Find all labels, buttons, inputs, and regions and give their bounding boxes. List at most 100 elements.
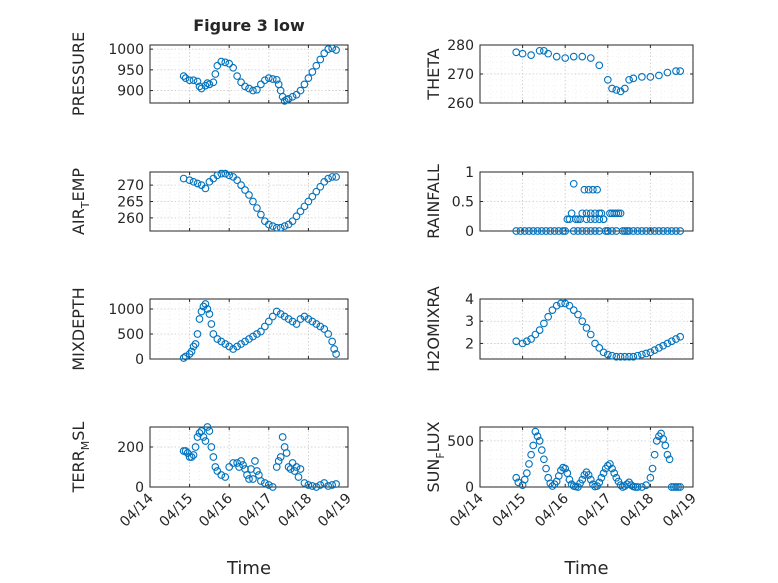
data-point: [241, 186, 249, 194]
data-point: [527, 51, 535, 60]
data-point: [582, 324, 591, 332]
data-point: [225, 171, 234, 180]
data-point: [663, 339, 672, 348]
x-tick-label: 04/17: [236, 491, 276, 531]
data-point: [280, 222, 289, 230]
data-point: [308, 482, 317, 490]
data-point: [603, 227, 612, 235]
data-point: [616, 352, 625, 361]
data-point: [612, 209, 621, 218]
data-point: [576, 479, 584, 488]
data-point: [606, 460, 614, 468]
data-point: [591, 227, 599, 235]
data-point: [646, 348, 655, 357]
data-point: [217, 57, 226, 66]
y-tick-label: 265: [117, 195, 144, 211]
data-point: [179, 354, 188, 362]
x-tick-label: 04/17: [575, 491, 615, 531]
data-point: [512, 227, 521, 235]
data-point: [597, 473, 606, 482]
data-point: [332, 480, 340, 488]
axes-box: [149, 298, 349, 360]
data-point: [237, 181, 245, 189]
data-point: [642, 349, 650, 358]
y-axis-label: TERRMSL: [69, 422, 92, 494]
data-point: [625, 227, 633, 235]
data-point: [595, 215, 604, 224]
y-tick-label: 1: [465, 165, 474, 181]
data-point: [582, 227, 591, 235]
data-point: [582, 215, 591, 224]
data-point: [292, 90, 301, 99]
data-point: [284, 315, 293, 323]
data-point: [608, 464, 616, 473]
data-point: [328, 337, 337, 346]
data-point: [304, 197, 313, 206]
y-tick-label: 0.5: [452, 195, 474, 211]
data-point: [328, 44, 337, 53]
data-point: [257, 80, 265, 89]
data-point: [251, 457, 259, 465]
data-point: [330, 345, 338, 353]
data-point: [332, 173, 340, 181]
data-point: [260, 479, 269, 487]
data-point: [211, 463, 220, 471]
data-point: [296, 465, 305, 473]
data-point: [249, 86, 257, 95]
data-point: [316, 481, 325, 489]
data-point: [191, 443, 200, 451]
data-point: [276, 310, 285, 318]
data-point: [518, 49, 527, 58]
y-axis-label: PRESSURE: [69, 32, 88, 116]
data-point: [616, 209, 625, 218]
data-point: [201, 184, 210, 193]
data-point: [189, 177, 198, 186]
x-tick-label: 04/18: [275, 491, 315, 531]
data-point: [201, 300, 210, 308]
data-point: [672, 335, 680, 343]
data-point: [257, 210, 265, 219]
data-point: [548, 482, 557, 490]
y-tick-label: 4: [465, 292, 474, 308]
data-point: [181, 447, 190, 455]
data-point: [531, 427, 540, 436]
data-point: [603, 75, 612, 84]
data-point: [324, 45, 333, 53]
data-point: [237, 78, 245, 87]
y-tick-label: 950: [117, 63, 144, 79]
data-point: [638, 73, 646, 81]
data-point: [584, 185, 593, 194]
data-point: [586, 215, 595, 224]
data-point: [595, 61, 604, 70]
data-point: [544, 49, 553, 58]
data-point: [241, 337, 249, 346]
x-tick-label: 04/15: [490, 491, 530, 531]
data-point: [571, 215, 580, 224]
data-point: [179, 72, 188, 80]
data-point: [650, 346, 659, 354]
data-point: [620, 227, 629, 235]
x-tick-label: 04/16: [532, 490, 572, 530]
data-point: [324, 330, 333, 338]
data-point: [300, 312, 309, 321]
data-point: [544, 312, 553, 321]
x-tick-label: 04/18: [617, 491, 657, 531]
data-point: [672, 227, 680, 235]
data-point: [300, 479, 309, 487]
y-tick-label: 1000: [108, 42, 144, 58]
data-point: [595, 227, 604, 235]
data-point: [567, 480, 576, 489]
x-tick-label: 04/14: [447, 490, 487, 530]
data-point: [274, 457, 283, 465]
data-point: [284, 95, 293, 103]
data-point: [565, 301, 574, 310]
data-point: [203, 79, 212, 87]
data-point: [320, 325, 329, 333]
data-point: [552, 301, 561, 310]
data-point: [260, 322, 269, 331]
data-point: [586, 54, 595, 62]
y-tick-label: 260: [447, 96, 474, 112]
data-point: [296, 207, 305, 216]
y-tick-label: 500: [447, 434, 474, 450]
